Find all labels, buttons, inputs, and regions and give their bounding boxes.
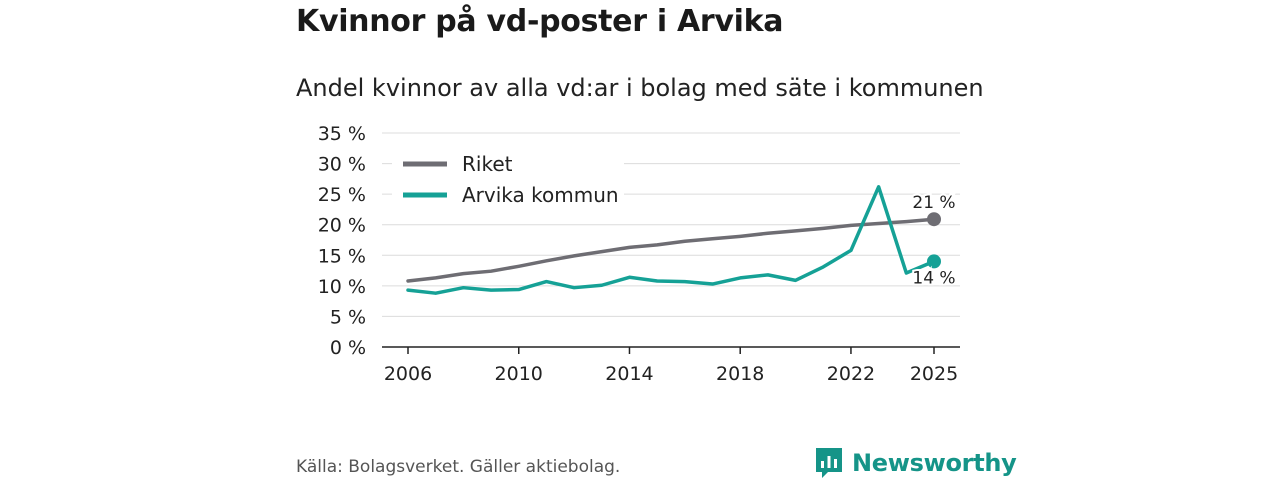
series-line-arvika-kommun (406, 185, 936, 295)
x-tick-label: 2006 (384, 363, 432, 385)
y-tick-label: 0 % (330, 337, 366, 359)
legend-background (392, 148, 624, 218)
legend-label-arvika-kommun: Arvika kommun (462, 183, 619, 207)
y-tick-label: 30 % (318, 154, 366, 176)
x-tick-label: 2022 (827, 363, 875, 385)
y-tick-label: 5 % (330, 306, 366, 328)
x-tick-label: 2025 (910, 363, 958, 385)
y-tick-label: 15 % (318, 245, 366, 267)
series-line-riket (406, 217, 936, 283)
series-end-label-arvika-kommun: 14 % (912, 268, 955, 288)
brand-name: Newsworthy (852, 449, 1017, 477)
series-end-point-arvika-kommun (927, 254, 941, 269)
series-end-point-riket (927, 212, 941, 227)
x-tick-label: 2018 (716, 363, 764, 385)
chart-title: Kvinnor på vd-poster i Arvika (296, 4, 784, 39)
y-tick-label: 35 % (318, 123, 366, 145)
series-end-label-riket: 21 % (912, 193, 955, 213)
x-tick-label: 2014 (605, 363, 653, 385)
chart-subtitle: Andel kvinnor av alla vd:ar i bolag med … (296, 74, 984, 102)
y-tick-label: 25 % (318, 184, 366, 206)
source-note: Källa: Bolagsverket. Gäller aktiebolag. (296, 457, 621, 477)
line-chart: 0 % 5 % 10 % 15 % 20 % 25 % 30 % 35 % 2006 2010 20… (318, 123, 960, 385)
newsworthy-logo-icon (816, 448, 842, 478)
x-tick-label: 2010 (495, 363, 543, 385)
y-tick-label: 10 % (318, 276, 366, 298)
y-tick-label: 20 % (318, 215, 366, 237)
legend-label-riket: Riket (462, 152, 513, 176)
newsworthy-logo: Newsworthy (814, 446, 1017, 480)
